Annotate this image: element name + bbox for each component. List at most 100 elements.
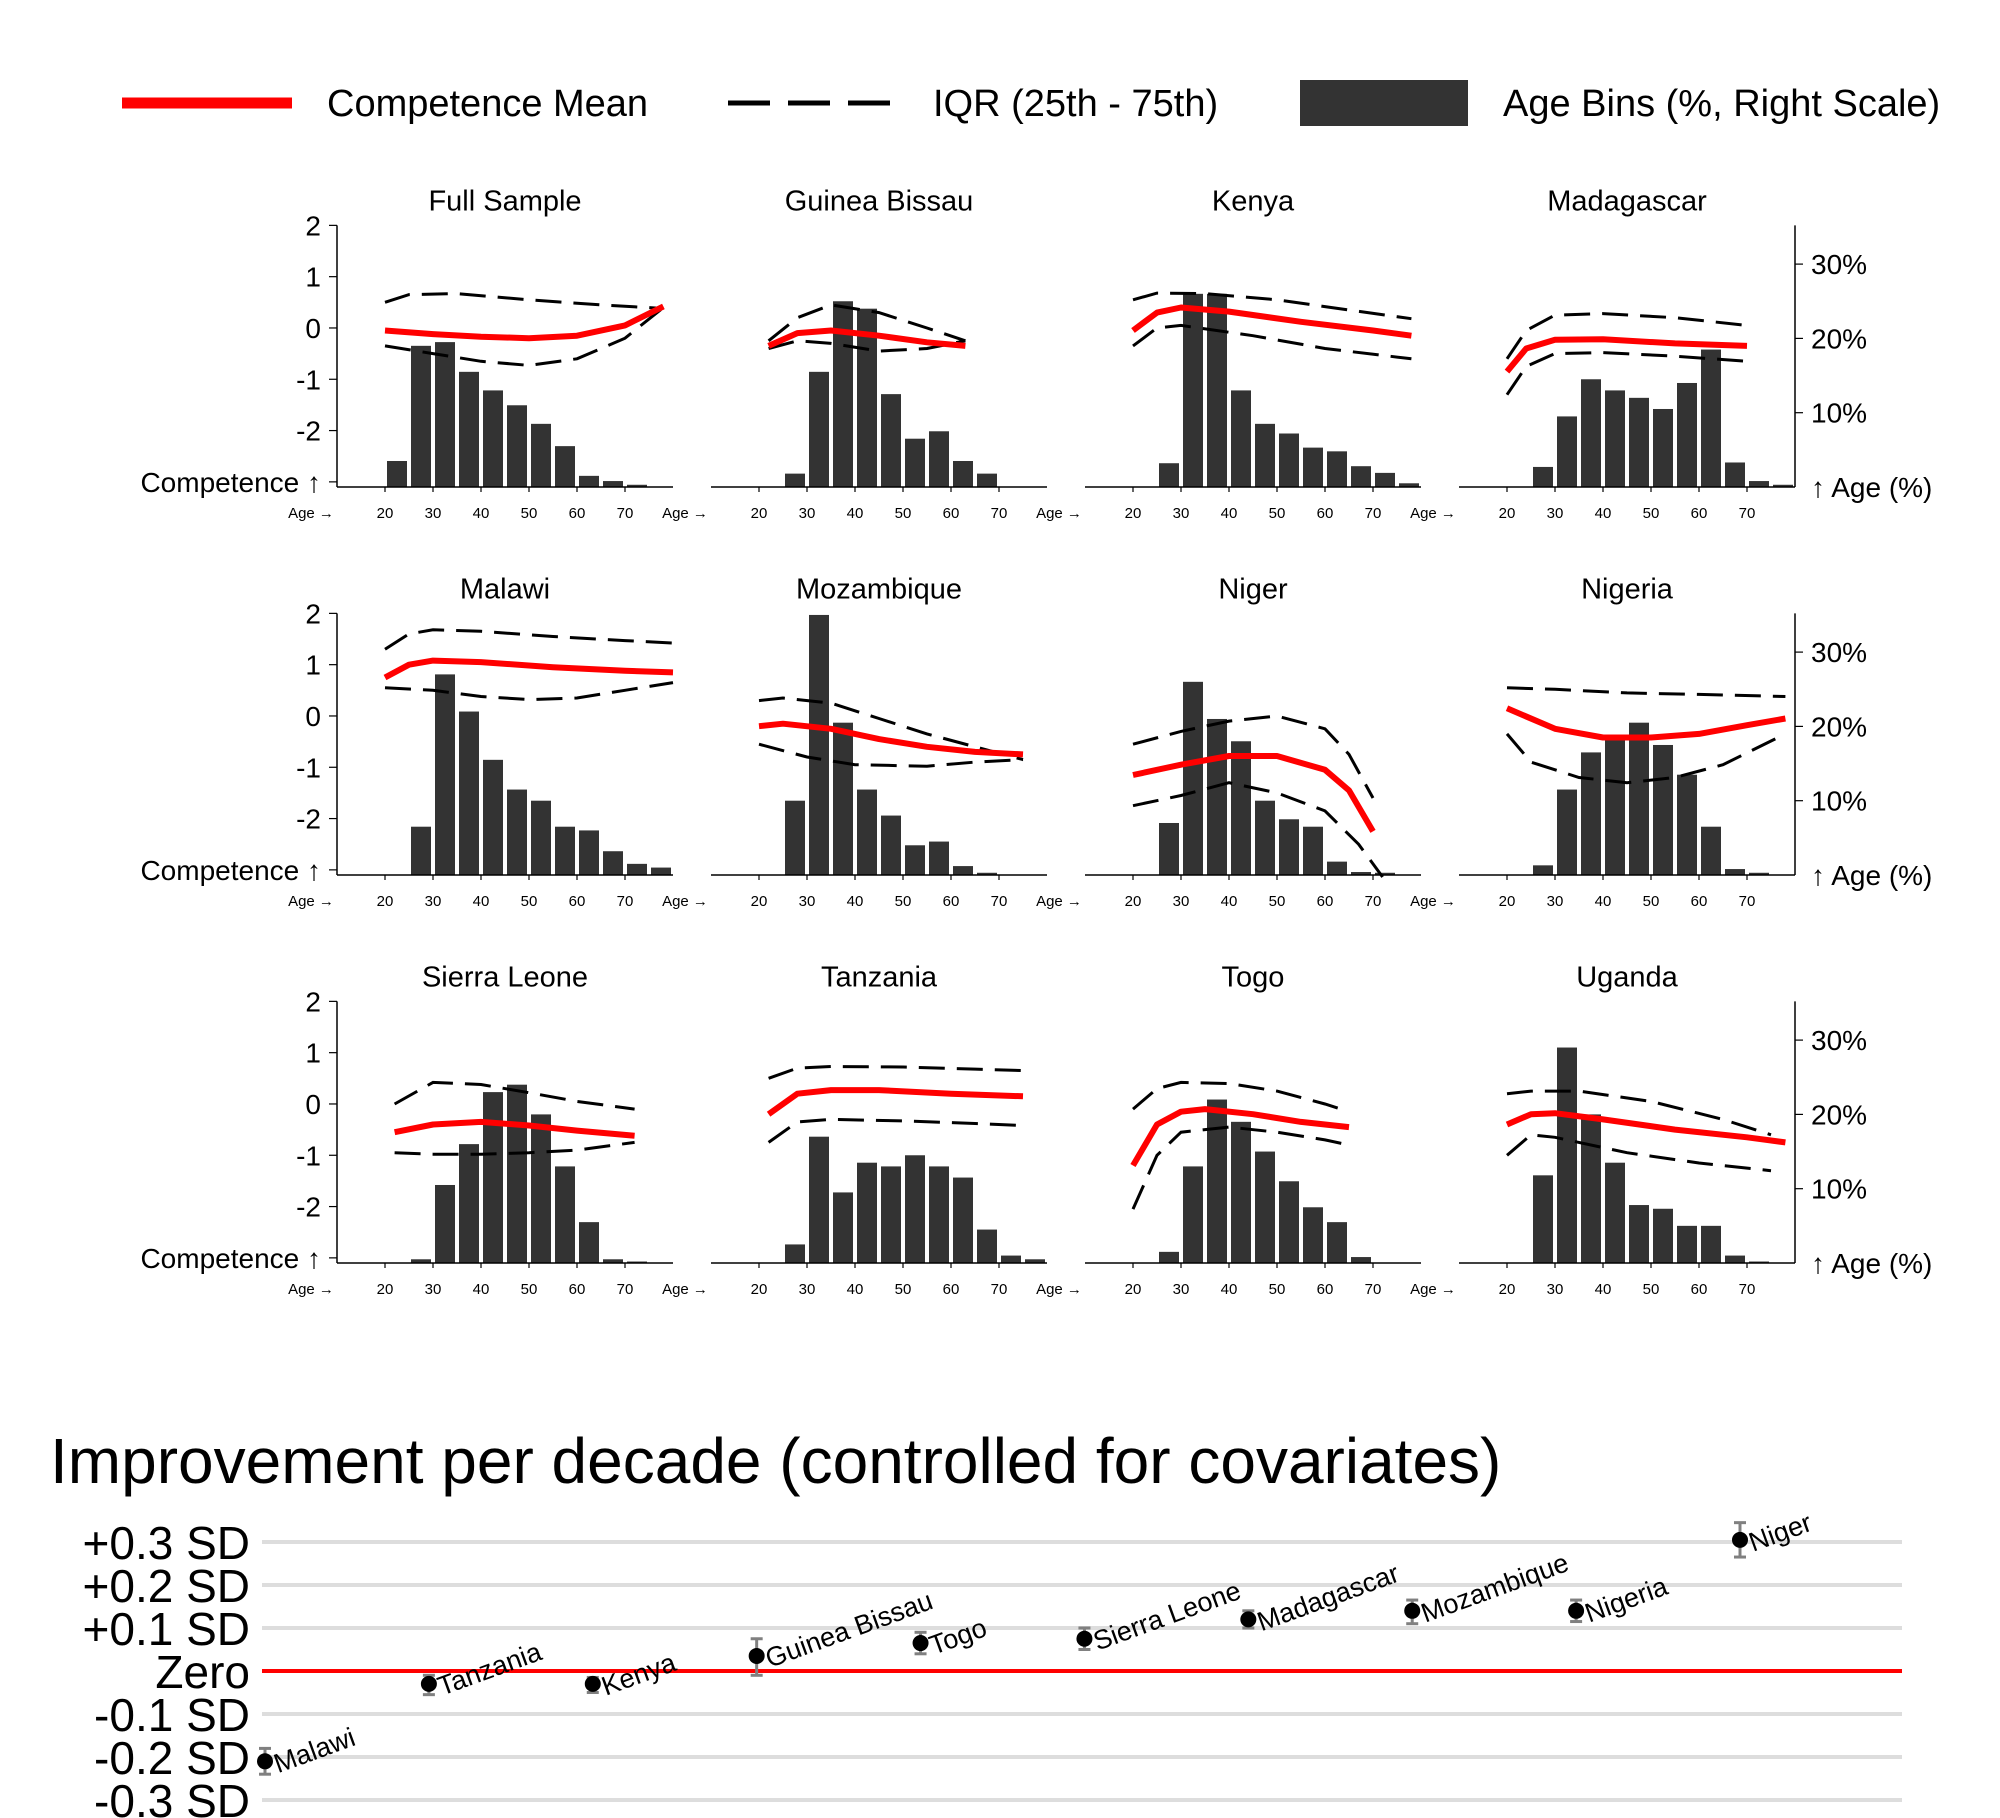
y-tick-label: -1 — [296, 752, 321, 783]
point-sierra-leone: Sierra Leone — [1076, 1575, 1245, 1656]
legend: Competence Mean IQR (25th - 75th) Age Bi… — [122, 80, 1940, 126]
competence-mean-line — [1132, 753, 1376, 833]
x-tick-label: 50 — [521, 505, 538, 522]
age-bin-bar — [603, 851, 623, 875]
x-axis-label: Age → — [1036, 1281, 1082, 1298]
y-tick-label: -0.2 SD — [94, 1732, 250, 1784]
age-bin-bar — [555, 446, 575, 487]
iqr-lower-line — [767, 1117, 1024, 1144]
age-bin-bar — [809, 1136, 829, 1263]
improvement-chart: Improvement per decade (controlled for c… — [50, 1425, 1902, 1818]
age-bin-bar — [1581, 752, 1601, 875]
y-tick-label: +0.3 SD — [83, 1517, 251, 1569]
point-label: Malawi — [270, 1722, 359, 1779]
y-tick-label: 1 — [305, 650, 321, 681]
x-tick-label: 70 — [991, 893, 1008, 910]
y-tick-label: 0 — [305, 701, 321, 732]
iqr-lower-line — [1132, 323, 1412, 361]
panel-title: Togo — [1222, 961, 1285, 993]
x-tick-label: 30 — [425, 505, 442, 522]
iqr-upper-line — [758, 696, 1024, 762]
age-bin-bar — [1231, 741, 1251, 875]
x-tick-label: 20 — [377, 1281, 394, 1298]
legend-iqr-label: IQR (25th - 75th) — [933, 83, 1218, 125]
point-nigeria: Nigeria — [1568, 1571, 1673, 1629]
right-tick-label: 20% — [1811, 711, 1867, 742]
competence-mean-line — [394, 1118, 635, 1139]
age-bin-bar — [555, 1166, 575, 1263]
iqr-upper-line — [767, 303, 966, 343]
panel-title: Madagascar — [1547, 185, 1707, 217]
x-axis-label: Age → — [288, 1281, 334, 1298]
competence-mean-line — [383, 657, 674, 681]
right-tick-label: 30% — [1811, 1025, 1867, 1056]
age-bin-bar — [1255, 1151, 1275, 1263]
x-tick-label: 20 — [377, 505, 394, 522]
age-bin-bar — [953, 1177, 973, 1263]
age-bin-bar — [881, 1166, 901, 1263]
x-tick-label: 40 — [847, 505, 864, 522]
y-axis-label: Competence ↑ — [140, 855, 321, 886]
point-malawi: Malawi — [257, 1722, 359, 1779]
x-tick-label: 50 — [1643, 505, 1660, 522]
age-bin-bar — [905, 1155, 925, 1263]
right-axis-label: ↑ Age (%) — [1811, 1248, 1932, 1279]
x-tick-label: 70 — [991, 505, 1008, 522]
age-bin-bar — [1351, 1257, 1371, 1263]
age-bin-bar — [1327, 861, 1347, 875]
x-tick-label: 30 — [425, 1281, 442, 1298]
y-tick-label: -2 — [296, 1192, 321, 1223]
age-bin-bar — [785, 1244, 805, 1263]
x-tick-label: 40 — [847, 1281, 864, 1298]
x-tick-label: 60 — [1691, 505, 1708, 522]
x-tick-label: 60 — [943, 505, 960, 522]
age-bin-bar — [531, 800, 551, 875]
age-bin-bar — [1279, 819, 1299, 875]
y-tick-label: -0.1 SD — [94, 1689, 250, 1741]
age-bin-bar — [1159, 822, 1179, 875]
point-marker — [1568, 1602, 1585, 1619]
y-tick-label: +0.2 SD — [83, 1560, 251, 1612]
age-bin-bar — [833, 722, 853, 875]
right-axis-label: ↑ Age (%) — [1811, 472, 1932, 503]
age-bin-bar — [1581, 1114, 1601, 1263]
iqr-lower-line — [1505, 351, 1748, 396]
age-bin-bar — [1207, 718, 1227, 875]
x-tick-label: 50 — [895, 505, 912, 522]
age-bin-bar — [483, 1092, 503, 1263]
improvement-chart-title: Improvement per decade (controlled for c… — [50, 1425, 1501, 1497]
age-bin-bar — [1279, 433, 1299, 487]
point-label: Nigeria — [1581, 1571, 1673, 1629]
age-bin-bar — [1629, 1205, 1649, 1263]
point-label: Tanzania — [434, 1636, 547, 1701]
age-bin-bar — [1677, 1225, 1697, 1263]
panel-title: Nigeria — [1581, 573, 1674, 605]
age-bin-bar — [1533, 865, 1553, 875]
age-bin-bar — [1629, 722, 1649, 875]
x-tick-label: 60 — [943, 893, 960, 910]
x-tick-label: 20 — [1125, 893, 1142, 910]
x-tick-label: 70 — [617, 1281, 634, 1298]
x-tick-label: 30 — [1547, 1281, 1564, 1298]
y-tick-label: -2 — [296, 804, 321, 835]
age-bin-bar — [881, 394, 901, 487]
age-bin-bar — [1653, 1208, 1673, 1263]
x-tick-label: 20 — [751, 505, 768, 522]
competence-mean-line — [1131, 304, 1412, 339]
point-label: Sierra Leone — [1089, 1575, 1245, 1656]
legend-mean-label: Competence Mean — [327, 83, 648, 125]
x-tick-label: 50 — [1643, 893, 1660, 910]
iqr-lower-line — [1505, 732, 1787, 785]
panel-title: Full Sample — [428, 185, 581, 217]
age-bin-bar — [1207, 293, 1227, 487]
age-bin-bar — [1605, 390, 1625, 487]
age-bin-bar — [1557, 416, 1577, 487]
panel-title: Mozambique — [796, 573, 962, 605]
x-tick-label: 50 — [895, 1281, 912, 1298]
y-tick-label: 2 — [305, 986, 321, 1017]
age-bin-bar — [1725, 462, 1745, 487]
x-tick-label: 40 — [1221, 1281, 1238, 1298]
point-mozambique: Mozambique — [1404, 1547, 1573, 1628]
x-tick-label: 60 — [1317, 505, 1334, 522]
x-tick-label: 40 — [473, 893, 490, 910]
